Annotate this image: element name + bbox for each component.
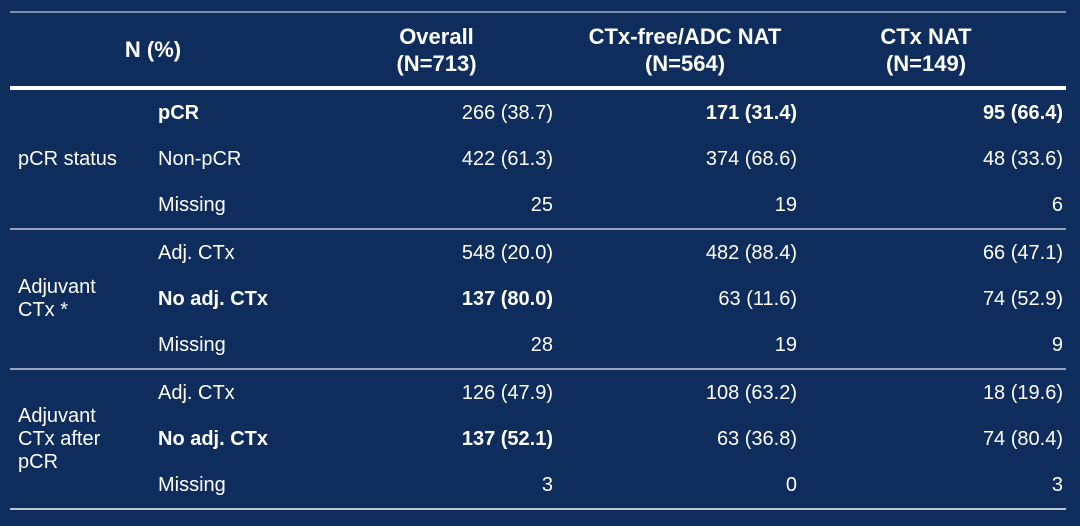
row-label-missing-pcr: Missing — [158, 193, 226, 216]
group-label-pcr-status: pCR status — [0, 148, 150, 171]
cell-adjctx2-overall: 126 (47.9) — [461, 381, 553, 404]
cell-adjctx2-ctxfree: 108 (63.2) — [705, 381, 797, 404]
cell-pcr-ctxfree: 171 (31.4) — [705, 101, 797, 124]
cell-adjctx-overall: 548 (20.0) — [461, 241, 553, 264]
header-overall-n: (N=713) — [396, 50, 477, 76]
section-adjuvant-ctx: Adjuvant CTx * Adj. CTx 548 (20.0) 482 (… — [0, 230, 1080, 368]
group-label-text: pCR status — [18, 147, 117, 170]
row-label-adj-ctx-2: Adj. CTx — [158, 381, 235, 404]
section-divider-2 — [10, 368, 1066, 370]
row-label-pcr: pCR — [158, 101, 200, 124]
cell-adjctx-ctxnat: 66 (47.1) — [982, 241, 1063, 264]
header-n-percent: N (%) — [124, 36, 182, 62]
row-label-non-pcr: Non-pCR — [158, 147, 242, 170]
cell-missing3-ctxfree: 0 — [785, 473, 797, 496]
cell-noadjctx2-ctxnat: 74 (80.4) — [982, 427, 1063, 450]
cell-missing2-ctxnat: 9 — [1051, 333, 1063, 356]
cell-nonpcr-ctxnat: 48 (33.6) — [982, 147, 1063, 170]
row-label-missing-adjctx: Missing — [158, 333, 226, 356]
cell-nonpcr-overall: 422 (61.3) — [461, 147, 553, 170]
cell-missing1-overall: 25 — [530, 193, 553, 216]
bottom-rule — [10, 508, 1066, 510]
row-label-no-adj-ctx: No adj. CTx — [158, 287, 269, 310]
cell-noadjctx-ctxnat: 74 (52.9) — [982, 287, 1063, 310]
top-rule — [10, 11, 1066, 13]
cell-nonpcr-ctxfree: 374 (68.6) — [705, 147, 797, 170]
section-pcr-status: pCR status pCR 266 (38.7) 171 (31.4) 95 … — [0, 90, 1080, 228]
cell-missing1-ctxnat: 6 — [1051, 193, 1063, 216]
cell-noadjctx-ctxfree: 63 (11.6) — [718, 287, 797, 310]
group-label-text: Adjuvant CTx after pCR — [18, 404, 101, 473]
header-ctx-nat-name: CTx NAT — [880, 23, 972, 49]
row-label-missing-afterpcr: Missing — [158, 473, 226, 496]
cell-noadjctx2-ctxfree: 63 (36.8) — [716, 427, 797, 450]
cell-noadjctx2-overall: 137 (52.1) — [461, 427, 553, 450]
row-label-adj-ctx: Adj. CTx — [158, 241, 235, 264]
table-header-row: N (%) Overall (N=713) CTx-free/ADC NAT (… — [0, 13, 1080, 86]
cell-adjctx2-ctxnat: 18 (19.6) — [982, 381, 1063, 404]
header-overall-name: Overall — [399, 23, 474, 49]
header-rule — [10, 86, 1066, 90]
header-ctx-free-adc-nat: CTx-free/ADC NAT (N=564) — [553, 23, 797, 77]
header-ctx-free-adc-nat-n: (N=564) — [644, 50, 726, 76]
header-ctx-nat: CTx NAT (N=149) — [797, 23, 1080, 77]
section-adjuvant-ctx-after-pcr: Adjuvant CTx after pCR Adj. CTx 126 (47.… — [0, 370, 1080, 508]
cell-noadjctx-overall: 137 (80.0) — [461, 287, 553, 310]
row-label-no-adj-ctx-2: No adj. CTx — [158, 427, 269, 450]
header-overall: Overall (N=713) — [350, 23, 553, 77]
cell-pcr-ctxnat: 95 (66.4) — [982, 101, 1063, 124]
group-label-adjuvant-ctx-after-pcr: Adjuvant CTx after pCR — [0, 405, 150, 474]
header-ctx-nat-n: (N=149) — [885, 50, 967, 76]
header-ctx-free-adc-nat-name: CTx-free/ADC NAT — [588, 23, 782, 49]
top-spacer — [0, 0, 1080, 11]
cell-adjctx-ctxfree: 482 (88.4) — [705, 241, 797, 264]
cell-missing2-ctxfree: 19 — [774, 333, 797, 356]
section-divider-1 — [10, 228, 1066, 230]
group-label-adjuvant-ctx: Adjuvant CTx * — [0, 276, 150, 322]
cell-missing3-ctxnat: 3 — [1051, 473, 1063, 496]
cell-missing3-overall: 3 — [541, 473, 553, 496]
group-label-text: Adjuvant CTx * — [18, 276, 96, 321]
cell-pcr-overall: 266 (38.7) — [461, 101, 553, 124]
cell-missing2-overall: 28 — [530, 333, 553, 356]
cell-missing1-ctxfree: 19 — [774, 193, 797, 216]
